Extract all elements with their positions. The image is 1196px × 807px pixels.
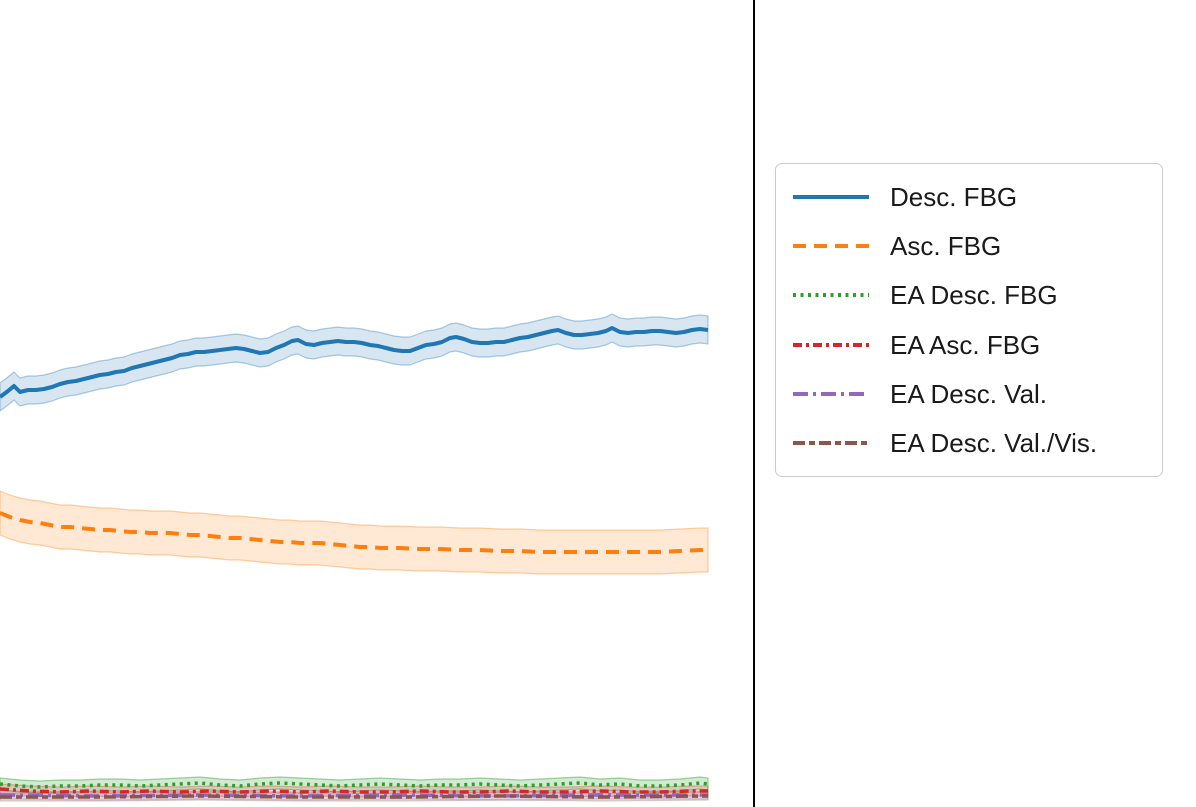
legend-line-sample <box>793 194 869 199</box>
legend-label: EA Asc. FBG <box>890 329 1041 360</box>
series-line <box>0 781 709 789</box>
legend-label: EA Desc. Val. <box>890 378 1048 409</box>
legend-line-sample <box>793 391 869 396</box>
series-line <box>0 793 708 798</box>
legend-line-sample <box>793 441 869 446</box>
legend-label: Asc. FBG <box>890 230 1002 261</box>
legend-item: EA Desc. Val. <box>793 371 1162 417</box>
legend-box: Desc. FBG Asc. FBG EA Desc. FBG EA Asc. FBG… <box>775 163 1163 477</box>
axis-right-spine <box>753 0 755 807</box>
legend-item: Asc. FBG <box>793 223 1162 269</box>
series-line <box>0 326 709 399</box>
legend-item: EA Asc. FBG <box>793 322 1162 368</box>
confidence-band <box>0 313 709 412</box>
confidence-band <box>0 490 709 575</box>
legend-item: EA Desc. Val./Vis. <box>793 420 1162 466</box>
legend-line-sample <box>793 342 869 347</box>
legend-item: EA Desc. FBG <box>793 272 1162 318</box>
legend-line-sample <box>793 243 869 248</box>
series-line <box>0 511 708 554</box>
legend-label: EA Desc. FBG <box>890 280 1058 311</box>
legend-line-sample <box>793 293 869 298</box>
legend-item: Desc. FBG <box>793 174 1162 220</box>
series-line <box>0 787 708 794</box>
series-line <box>0 794 709 799</box>
legend-label: Desc. FBG <box>890 181 1018 212</box>
legend-label: EA Desc. Val./Vis. <box>890 428 1098 459</box>
